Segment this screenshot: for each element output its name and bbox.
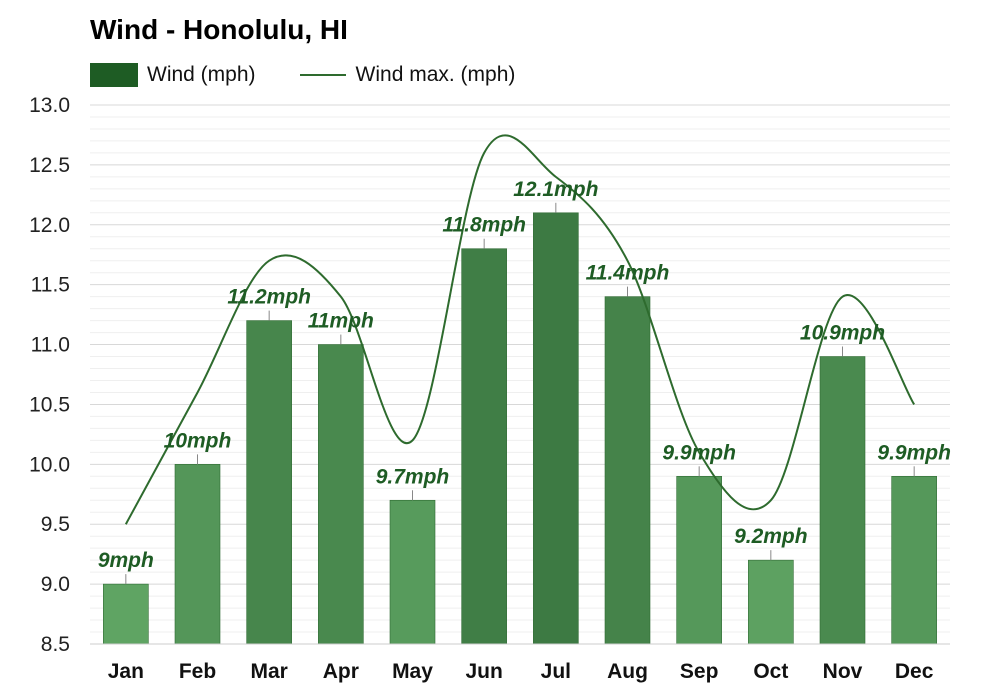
legend-line-swatch [299, 74, 346, 76]
x-tick-label: Aug [607, 660, 648, 683]
y-tick-label: 10.5 [29, 393, 70, 416]
bar [533, 212, 579, 645]
bar [891, 476, 937, 645]
bar [819, 356, 866, 645]
data-label: 12.1mph [513, 178, 598, 201]
bar [318, 344, 364, 645]
data-label: 11.4mph [586, 262, 670, 285]
data-label: 9.2mph [734, 525, 808, 548]
data-label: 10mph [164, 429, 232, 452]
bar [389, 499, 436, 645]
legend-line-label: Wind max. (mph) [355, 63, 516, 86]
data-label: 11mph [308, 310, 374, 333]
y-tick-label: 10.0 [29, 453, 70, 476]
data-label: 10.9mph [800, 322, 885, 345]
x-tick-label: Dec [895, 660, 934, 683]
x-tick-label: Jun [465, 660, 502, 683]
y-tick-label: 13.0 [29, 94, 70, 117]
bar-series [103, 212, 937, 645]
line-series [124, 134, 916, 525]
x-tick-label: May [392, 660, 433, 683]
y-tick-label: 11.0 [31, 334, 70, 357]
y-tick-label: 12.0 [29, 214, 70, 237]
bar [604, 296, 651, 645]
x-tick-label: Sep [680, 660, 719, 683]
data-label: 9.9mph [877, 441, 951, 464]
y-tick-label: 8.5 [41, 633, 70, 656]
data-label: 11.8mph [442, 214, 526, 237]
bar [676, 476, 722, 645]
data-label: 9mph [98, 549, 154, 572]
wind-max-line [124, 134, 916, 525]
bar [461, 248, 507, 645]
chart-title: Wind - Honolulu, HI [90, 14, 348, 45]
legend-bar-label: Wind (mph) [147, 63, 256, 86]
legend-bar-swatch [90, 63, 138, 87]
y-tick-label: 11.5 [31, 274, 70, 297]
data-label: 9.7mph [376, 465, 450, 488]
x-tick-label: Jan [108, 660, 144, 683]
legend: Wind (mph) Wind max. (mph) [90, 60, 515, 90]
x-tick-label: Oct [753, 660, 788, 683]
x-tick-label: Mar [250, 660, 287, 683]
y-tick-label: 12.5 [29, 154, 70, 177]
bar [246, 320, 292, 645]
axes: 13.0 12.5 12.0 11.5 11.0 10.5 10.0 9.5 9.0 8.5 Jan… [29, 94, 950, 683]
x-tick-label: Jul [541, 660, 571, 683]
bar [748, 559, 794, 645]
y-tick-label: 9.5 [41, 513, 70, 536]
grid-lines [90, 104, 950, 645]
y-tick-label: 9.0 [41, 573, 70, 596]
x-tick-label: Nov [823, 660, 863, 683]
bar [103, 583, 149, 645]
bar [174, 464, 221, 645]
x-tick-label: Apr [323, 660, 359, 683]
data-label: 11.2mph [227, 286, 311, 309]
x-tick-label: Feb [179, 660, 216, 683]
data-label: 9.9mph [662, 441, 736, 464]
